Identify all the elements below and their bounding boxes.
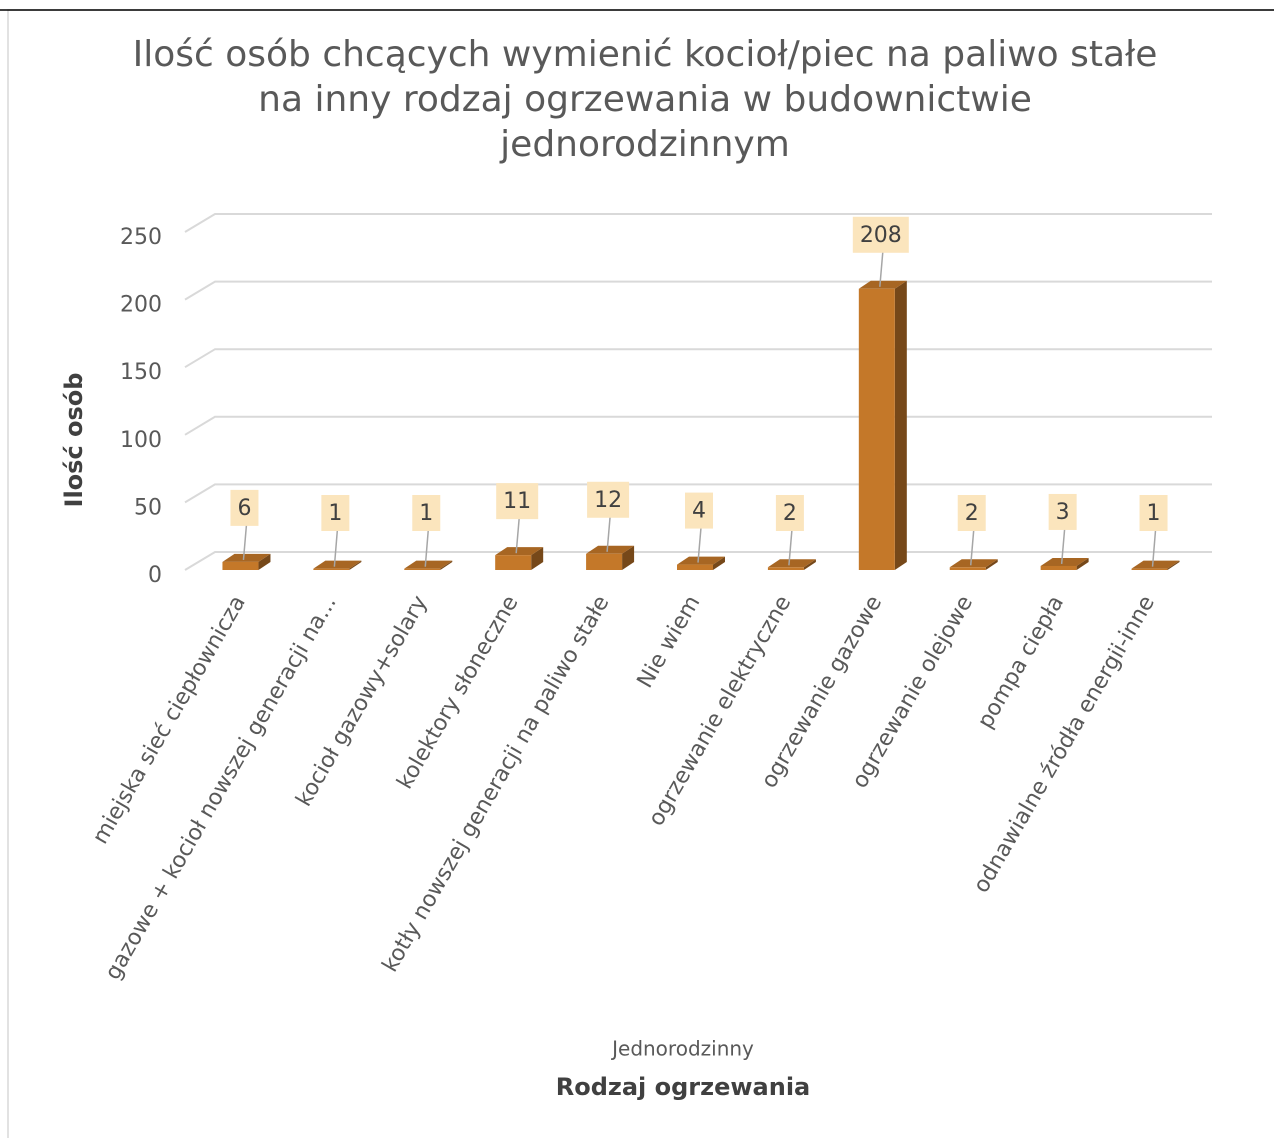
bar-front (586, 553, 623, 570)
data-label-box (321, 495, 350, 531)
data-label-box (1048, 493, 1077, 530)
bar-top (858, 280, 907, 289)
y-axis-label: Ilość osób (60, 373, 88, 508)
data-label: 4 (692, 499, 706, 524)
bar-side (531, 547, 544, 570)
bar-side (894, 280, 907, 570)
y-tick-label: 50 (134, 495, 162, 520)
leader-line (606, 516, 611, 552)
bar-side (349, 560, 362, 570)
x-axis-label: Rodzaj ogrzewania (556, 1073, 811, 1101)
bar-top (1131, 560, 1180, 569)
chart-border (7, 9, 1274, 1138)
chart-title: Ilość osób chcących wymienić kocioł/piec… (132, 34, 1158, 165)
bar-top (495, 547, 544, 556)
x-tick-label: miejska sieć ciepłownicza (88, 592, 251, 849)
data-label: 1 (419, 501, 433, 526)
bar (767, 559, 816, 570)
y-tick-label: 0 (148, 563, 162, 588)
grid-line (184, 348, 1212, 369)
bar-top (222, 553, 271, 562)
bar-front (313, 568, 350, 570)
bar-side (258, 553, 271, 570)
data-label: 12 (594, 488, 622, 513)
leader-line (333, 529, 339, 567)
bar-top (1040, 557, 1089, 566)
bar (1040, 557, 1089, 570)
bar-top (586, 545, 635, 554)
data-label-box (775, 495, 804, 531)
bar (858, 280, 907, 570)
bar-side (985, 559, 998, 570)
bar-top (404, 560, 453, 569)
bar-top (767, 559, 816, 568)
data-label: 11 (503, 489, 531, 514)
bar (404, 560, 453, 570)
bar (495, 547, 544, 570)
leader-line (242, 524, 248, 560)
data-label-box (496, 483, 539, 520)
data-label-box (852, 216, 909, 253)
bar-front (404, 568, 441, 570)
data-label-box (230, 489, 259, 526)
bar (586, 545, 635, 570)
legend-entry: Jednorodzinny (610, 1037, 754, 1061)
bar-front (949, 567, 986, 570)
grid-line (184, 280, 1212, 301)
data-label: 1 (1147, 501, 1161, 526)
bar-top (677, 556, 725, 565)
bar (313, 560, 362, 570)
data-label: 1 (328, 501, 342, 526)
data-label-box (587, 481, 630, 518)
leader-line (697, 527, 702, 563)
leader-line (1151, 529, 1157, 567)
bar (949, 559, 998, 570)
y-tick-label: 150 (120, 360, 162, 385)
y-tick-label: 100 (120, 428, 162, 453)
x-tick-label: odnawialne źródła energii-inne (969, 592, 1160, 898)
leader-line (515, 518, 520, 554)
grid-line (184, 415, 1212, 436)
bar-side (1076, 557, 1089, 570)
bar-side (440, 560, 453, 570)
bar-front (1040, 565, 1077, 570)
data-label-box (412, 495, 441, 531)
bar-front (1131, 568, 1168, 570)
leader-line (424, 529, 430, 567)
bar-front (222, 561, 259, 570)
x-tick-label: Nie wiem (633, 592, 706, 693)
leader-line (879, 251, 884, 287)
bar-top (313, 560, 362, 569)
data-label: 3 (1056, 500, 1070, 525)
bar-front (767, 567, 804, 570)
leader-line (1060, 528, 1066, 565)
data-label: 2 (965, 501, 979, 526)
bar (222, 553, 271, 570)
y-tick-label: 200 (120, 293, 162, 318)
y-tick-label: 250 (120, 225, 162, 250)
bar-front (858, 288, 895, 570)
data-label-box (1139, 495, 1168, 531)
data-label-box (685, 492, 713, 529)
leader-line (969, 529, 975, 566)
data-label: 6 (237, 496, 251, 521)
data-label-box (957, 495, 986, 531)
x-tick-label: pompa ciepła (973, 592, 1069, 733)
leader-line (788, 529, 793, 566)
bar (677, 556, 725, 570)
bar (1131, 560, 1180, 570)
bar-front (677, 564, 713, 570)
bar-side (713, 556, 725, 570)
grid-line (184, 213, 1212, 233)
data-label: 208 (860, 223, 902, 248)
bar-side (1167, 560, 1180, 570)
bar-top (949, 559, 998, 568)
bar-side (803, 559, 816, 570)
bar-side (622, 545, 635, 570)
bar-front (495, 555, 532, 570)
data-label: 2 (783, 501, 797, 526)
